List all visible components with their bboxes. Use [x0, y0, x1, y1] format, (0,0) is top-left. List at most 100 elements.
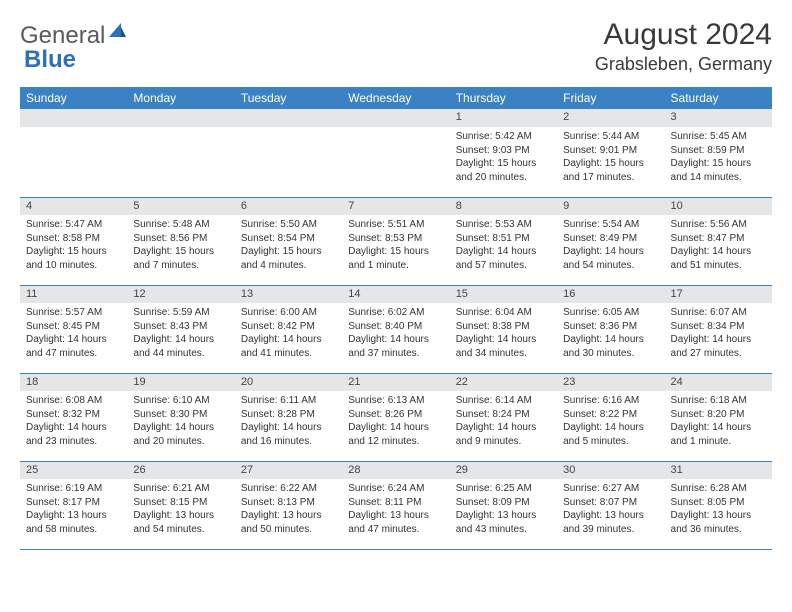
daynum-row: 45678910: [20, 197, 772, 215]
day-cell: [235, 127, 342, 197]
daylight-text: Daylight: 15 hours and 17 minutes.: [563, 157, 658, 184]
day-number-cell: 30: [557, 461, 664, 479]
sunset-text: Sunset: 8:28 PM: [241, 408, 336, 422]
daynum-row: 25262728293031: [20, 461, 772, 479]
day-number-cell: 1: [450, 109, 557, 127]
daylight-text: Daylight: 14 hours and 41 minutes.: [241, 333, 336, 360]
daylight-text: Daylight: 14 hours and 12 minutes.: [348, 421, 443, 448]
daylight-text: Daylight: 13 hours and 43 minutes.: [456, 509, 551, 536]
sunset-text: Sunset: 8:24 PM: [456, 408, 551, 422]
day-number-cell: 21: [342, 373, 449, 391]
daylight-text: Daylight: 14 hours and 47 minutes.: [26, 333, 121, 360]
sunrise-text: Sunrise: 5:54 AM: [563, 218, 658, 232]
sunset-text: Sunset: 9:01 PM: [563, 144, 658, 158]
sunrise-text: Sunrise: 5:42 AM: [456, 130, 551, 144]
sunrise-text: Sunrise: 6:27 AM: [563, 482, 658, 496]
day-cell: Sunrise: 6:13 AMSunset: 8:26 PMDaylight:…: [342, 391, 449, 461]
sunset-text: Sunset: 8:56 PM: [133, 232, 228, 246]
sunrise-text: Sunrise: 5:57 AM: [26, 306, 121, 320]
sunrise-text: Sunrise: 6:00 AM: [241, 306, 336, 320]
day-number-cell: 26: [127, 461, 234, 479]
daylight-text: Daylight: 13 hours and 58 minutes.: [26, 509, 121, 536]
sunset-text: Sunset: 8:30 PM: [133, 408, 228, 422]
daylight-text: Daylight: 15 hours and 20 minutes.: [456, 157, 551, 184]
daylight-text: Daylight: 13 hours and 50 minutes.: [241, 509, 336, 536]
day-number-cell: 31: [665, 461, 772, 479]
sunrise-text: Sunrise: 5:53 AM: [456, 218, 551, 232]
day-number-cell: 19: [127, 373, 234, 391]
sunset-text: Sunset: 8:42 PM: [241, 320, 336, 334]
day-cell: Sunrise: 5:44 AMSunset: 9:01 PMDaylight:…: [557, 127, 664, 197]
sunset-text: Sunset: 8:59 PM: [671, 144, 766, 158]
sunrise-text: Sunrise: 5:50 AM: [241, 218, 336, 232]
location-label: Grabsleben, Germany: [595, 54, 772, 75]
daylight-text: Daylight: 14 hours and 57 minutes.: [456, 245, 551, 272]
day-cell: [342, 127, 449, 197]
calendar-body: 1 23 Sunrise: 5:42 AMSunset: 9:03 PMDaylig…: [20, 109, 772, 549]
sunset-text: Sunset: 8:22 PM: [563, 408, 658, 422]
day-number-cell: 22: [450, 373, 557, 391]
sunrise-text: Sunrise: 5:59 AM: [133, 306, 228, 320]
sunrise-text: Sunrise: 6:16 AM: [563, 394, 658, 408]
sunset-text: Sunset: 8:49 PM: [563, 232, 658, 246]
sunrise-text: Sunrise: 5:48 AM: [133, 218, 228, 232]
sunset-text: Sunset: 8:20 PM: [671, 408, 766, 422]
day-number-cell: 20: [235, 373, 342, 391]
sunset-text: Sunset: 8:58 PM: [26, 232, 121, 246]
day-cell: Sunrise: 6:24 AMSunset: 8:11 PMDaylight:…: [342, 479, 449, 549]
daylight-text: Daylight: 14 hours and 54 minutes.: [563, 245, 658, 272]
sunset-text: Sunset: 8:38 PM: [456, 320, 551, 334]
day-cell: Sunrise: 6:21 AMSunset: 8:15 PMDaylight:…: [127, 479, 234, 549]
day-cell: Sunrise: 6:00 AMSunset: 8:42 PMDaylight:…: [235, 303, 342, 373]
day-cell: Sunrise: 6:02 AMSunset: 8:40 PMDaylight:…: [342, 303, 449, 373]
daynum-row: 11121314151617: [20, 285, 772, 303]
day-number-cell: 23: [557, 373, 664, 391]
day-cell: Sunrise: 6:27 AMSunset: 8:07 PMDaylight:…: [557, 479, 664, 549]
sunrise-text: Sunrise: 6:19 AM: [26, 482, 121, 496]
sunrise-text: Sunrise: 5:45 AM: [671, 130, 766, 144]
day-cell: Sunrise: 6:14 AMSunset: 8:24 PMDaylight:…: [450, 391, 557, 461]
sunset-text: Sunset: 8:09 PM: [456, 496, 551, 510]
day-number-cell: 18: [20, 373, 127, 391]
sunset-text: Sunset: 8:47 PM: [671, 232, 766, 246]
day-cell: [127, 127, 234, 197]
daylight-text: Daylight: 14 hours and 51 minutes.: [671, 245, 766, 272]
sunrise-text: Sunrise: 6:24 AM: [348, 482, 443, 496]
day-number-cell: 25: [20, 461, 127, 479]
day-number-cell: 8: [450, 197, 557, 215]
day-cell: Sunrise: 5:56 AMSunset: 8:47 PMDaylight:…: [665, 215, 772, 285]
sunset-text: Sunset: 8:13 PM: [241, 496, 336, 510]
daylight-text: Daylight: 13 hours and 47 minutes.: [348, 509, 443, 536]
daylight-text: Daylight: 15 hours and 4 minutes.: [241, 245, 336, 272]
daycontent-row: Sunrise: 5:42 AMSunset: 9:03 PMDaylight:…: [20, 127, 772, 197]
calendar-page: General August 2024 Grabsleben, Germany …: [0, 0, 792, 568]
sunrise-text: Sunrise: 6:04 AM: [456, 306, 551, 320]
day-cell: Sunrise: 6:05 AMSunset: 8:36 PMDaylight:…: [557, 303, 664, 373]
day-number-cell: 3: [665, 109, 772, 127]
day-cell: Sunrise: 6:11 AMSunset: 8:28 PMDaylight:…: [235, 391, 342, 461]
daycontent-row: Sunrise: 5:47 AMSunset: 8:58 PMDaylight:…: [20, 215, 772, 285]
day-number-cell: 29: [450, 461, 557, 479]
day-cell: Sunrise: 6:16 AMSunset: 8:22 PMDaylight:…: [557, 391, 664, 461]
day-cell: Sunrise: 5:47 AMSunset: 8:58 PMDaylight:…: [20, 215, 127, 285]
day-cell: Sunrise: 6:07 AMSunset: 8:34 PMDaylight:…: [665, 303, 772, 373]
daycontent-row: Sunrise: 6:08 AMSunset: 8:32 PMDaylight:…: [20, 391, 772, 461]
daylight-text: Daylight: 14 hours and 27 minutes.: [671, 333, 766, 360]
day-header: Friday: [557, 87, 664, 109]
sunset-text: Sunset: 8:11 PM: [348, 496, 443, 510]
day-number-cell: 16: [557, 285, 664, 303]
day-cell: Sunrise: 5:50 AMSunset: 8:54 PMDaylight:…: [235, 215, 342, 285]
day-cell: Sunrise: 6:10 AMSunset: 8:30 PMDaylight:…: [127, 391, 234, 461]
day-number-cell: 14: [342, 285, 449, 303]
day-header: Thursday: [450, 87, 557, 109]
day-number-cell: [20, 109, 127, 127]
sunrise-text: Sunrise: 6:21 AM: [133, 482, 228, 496]
sunset-text: Sunset: 8:15 PM: [133, 496, 228, 510]
sunset-text: Sunset: 8:05 PM: [671, 496, 766, 510]
day-number-cell: 9: [557, 197, 664, 215]
sunset-text: Sunset: 8:07 PM: [563, 496, 658, 510]
sunrise-text: Sunrise: 6:13 AM: [348, 394, 443, 408]
day-header: Tuesday: [235, 87, 342, 109]
day-cell: Sunrise: 5:45 AMSunset: 8:59 PMDaylight:…: [665, 127, 772, 197]
sunrise-text: Sunrise: 6:14 AM: [456, 394, 551, 408]
